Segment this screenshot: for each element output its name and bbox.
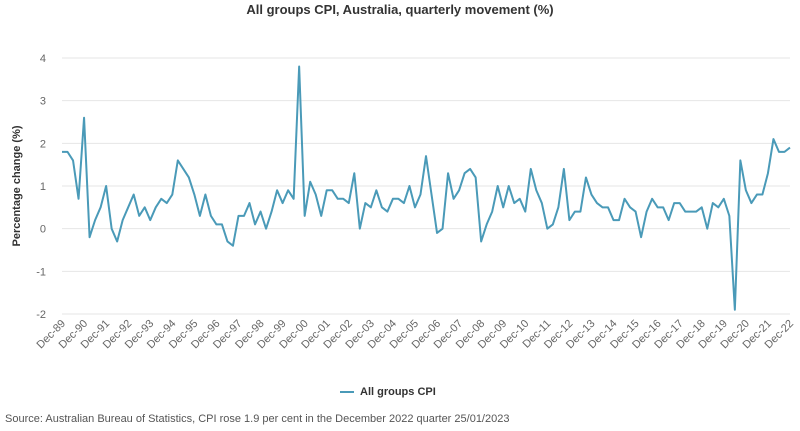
x-axis-ticks: Dec-89Dec-90Dec-91Dec-92Dec-93Dec-94Dec-… — [35, 318, 797, 352]
y-tick-label: 3 — [40, 96, 46, 108]
y-tick-label: 2 — [40, 138, 46, 150]
y-axis-ticks: -2 -1 0 1 2 3 4 — [36, 53, 46, 321]
series-line-all-groups-cpi[interactable] — [62, 65, 791, 311]
series-layer — [62, 65, 791, 311]
chart-title: All groups CPI, Australia, quarterly mov… — [246, 2, 554, 17]
y-tick-label: 1 — [40, 181, 46, 193]
legend-item-all-groups-cpi[interactable]: All groups CPI — [340, 384, 436, 400]
y-tick-label: -2 — [36, 309, 46, 321]
source-note: Source: Australian Bureau of Statistics,… — [5, 413, 510, 425]
line-chart: -2 -1 0 1 2 3 4 Dec-89Dec-90Dec-91Dec-92Dec-93… — [11, 53, 797, 352]
grid-layer — [62, 57, 790, 315]
y-tick-label: 4 — [40, 53, 46, 65]
legend-label: All groups CPI — [360, 386, 436, 398]
y-tick-label: 0 — [40, 224, 46, 236]
y-axis-title: Percentage change (%) — [11, 125, 23, 246]
legend-swatch — [340, 391, 354, 393]
y-tick-label: -1 — [36, 266, 46, 278]
